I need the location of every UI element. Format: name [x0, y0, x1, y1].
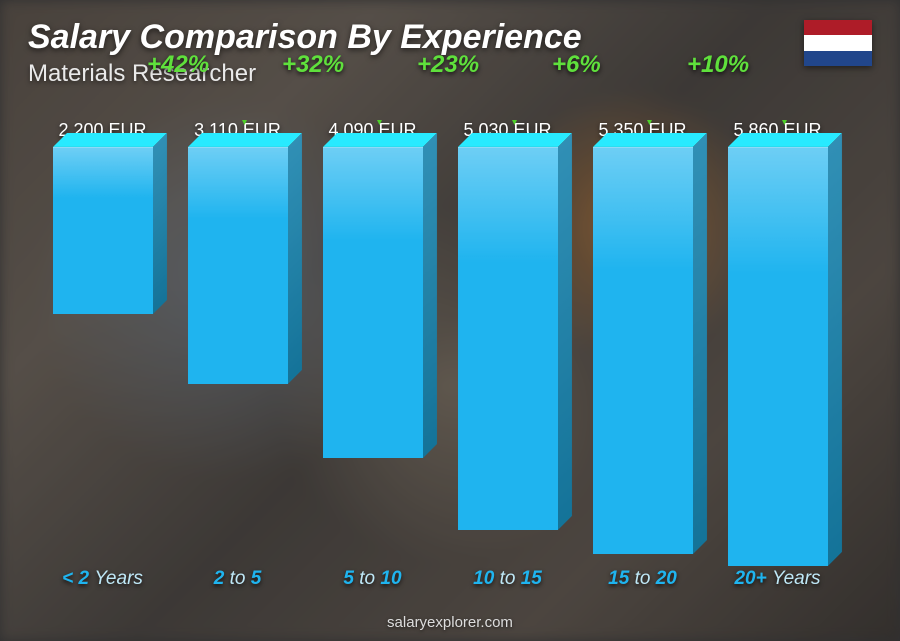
bar-front	[458, 147, 558, 530]
bar-front	[728, 147, 828, 566]
bar	[323, 147, 423, 458]
x-label: 15 to 20	[575, 568, 710, 596]
bar-front	[188, 147, 288, 384]
bar-front	[323, 147, 423, 458]
flag-stripe-3	[804, 51, 872, 66]
bars-container: 2,200 EUR3,110 EUR4,090 EUR5,030 EUR5,35…	[35, 120, 845, 566]
bar-side	[288, 133, 302, 384]
bar-side	[153, 133, 167, 314]
bar-chart: 2,200 EUR3,110 EUR4,090 EUR5,030 EUR5,35…	[35, 120, 845, 596]
x-label: 10 to 15	[440, 568, 575, 596]
bar-lid	[53, 133, 167, 147]
bar-col: 2,200 EUR	[35, 120, 170, 566]
bar-lid	[593, 133, 707, 147]
bar-col: 5,030 EUR	[440, 120, 575, 566]
country-flag	[804, 20, 872, 66]
bar-col: 4,090 EUR	[305, 120, 440, 566]
bar	[593, 147, 693, 554]
bar-side	[558, 133, 572, 530]
bar	[458, 147, 558, 530]
chart-title: Salary Comparison By Experience	[28, 18, 582, 57]
bar-front	[593, 147, 693, 554]
bar	[728, 147, 828, 566]
x-label: 2 to 5	[170, 568, 305, 596]
flag-stripe-2	[804, 35, 872, 50]
stage: Salary Comparison By Experience Material…	[0, 0, 900, 641]
flag-stripe-1	[804, 20, 872, 35]
bar-lid	[458, 133, 572, 147]
bar-lid	[188, 133, 302, 147]
footer-attribution: salaryexplorer.com	[0, 614, 900, 631]
bar-lid	[323, 133, 437, 147]
bar-col: 5,350 EUR	[575, 120, 710, 566]
bar-col: 3,110 EUR	[170, 120, 305, 566]
chart-subtitle: Materials Researcher	[28, 60, 256, 88]
bar-front	[53, 147, 153, 314]
bar-side	[828, 133, 842, 566]
bar-side	[693, 133, 707, 554]
x-label: 20+ Years	[710, 568, 845, 596]
bar-lid	[728, 133, 842, 147]
x-labels: < 2 Years2 to 55 to 1010 to 1515 to 2020…	[35, 568, 845, 596]
x-label: 5 to 10	[305, 568, 440, 596]
bar-col: 5,860 EUR	[710, 120, 845, 566]
x-label: < 2 Years	[35, 568, 170, 596]
bar-side	[423, 133, 437, 458]
bar	[53, 147, 153, 314]
bar	[188, 147, 288, 384]
increase-label: +10%	[687, 51, 749, 79]
